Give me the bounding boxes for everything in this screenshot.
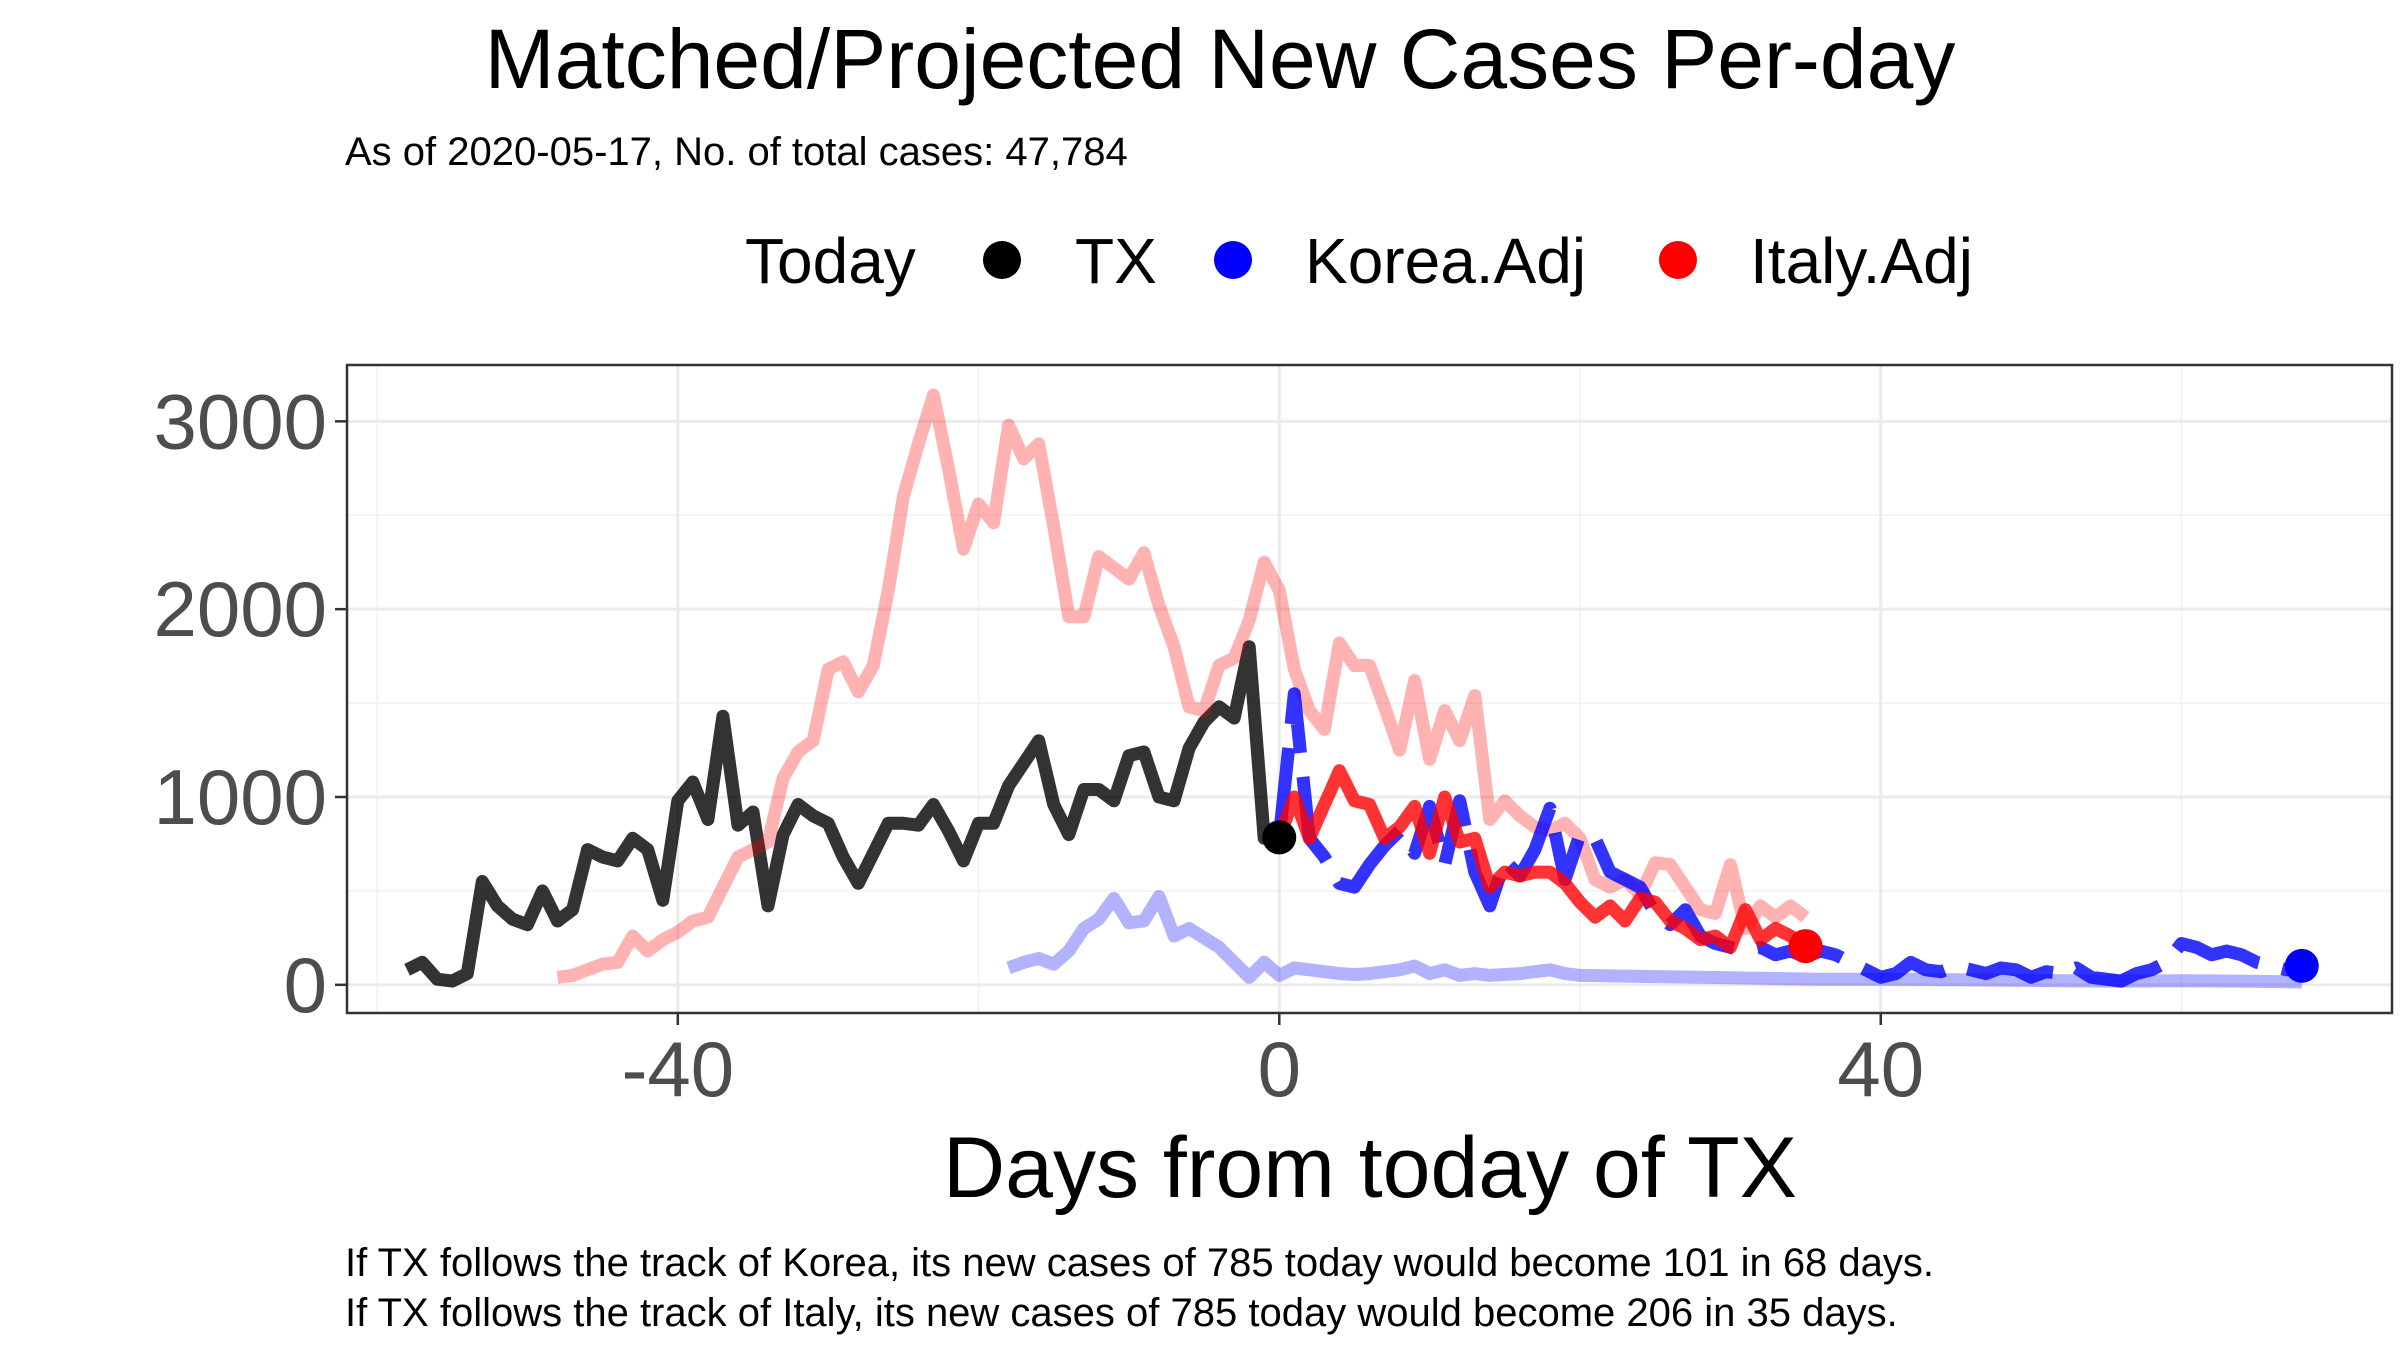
caption-korea: If TX follows the track of Korea, its ne… xyxy=(345,1241,1934,1285)
x-tick-label: -40 xyxy=(621,1025,734,1113)
x-axis-label: Days from today of TX xyxy=(943,1120,1797,1216)
legend-label-italy: Italy.Adj xyxy=(1750,225,1973,297)
chart-subtitle: As of 2020-05-17, No. of total cases: 47… xyxy=(345,130,1128,174)
legend: Today TX Korea.Adj Italy.Adj xyxy=(745,225,1973,297)
endpoint-tx xyxy=(1262,820,1297,855)
x-tick-label: 0 xyxy=(1258,1025,1301,1113)
plot-panel xyxy=(345,363,2394,1015)
plot-endpoints xyxy=(1262,820,2319,983)
legend-label-korea: Korea.Adj xyxy=(1305,225,1586,297)
endpoint-korea-adj xyxy=(2284,948,2319,983)
series-line-korea-adj-matched xyxy=(1006,890,2302,989)
y-tick-label: 2000 xyxy=(153,565,327,653)
y-tick-label: 0 xyxy=(284,941,327,1029)
legend-key-tx xyxy=(983,241,1021,279)
legend-label-tx: TX xyxy=(1075,225,1157,297)
grid xyxy=(347,365,2392,1013)
caption-italy: If TX follows the track of Italy, its ne… xyxy=(345,1291,1898,1335)
chart-title: Matched/Projected New Cases Per-day xyxy=(485,12,1956,106)
legend-key-italy xyxy=(1659,241,1697,279)
y-tick-label: 3000 xyxy=(153,377,327,465)
panel-background xyxy=(347,365,2392,1013)
legend-title: Today xyxy=(745,225,916,297)
axis-ticks: -40 0 40 0 1000 2000 3000 xyxy=(153,377,1924,1113)
series-line-italy-adj-projected xyxy=(1273,764,1810,954)
endpoint-italy-adj xyxy=(1788,929,1823,964)
y-tick-label: 1000 xyxy=(153,753,327,841)
series-line-tx-observed xyxy=(404,640,1280,988)
legend-key-korea xyxy=(1214,241,1252,279)
series-line-italy-adj-matched xyxy=(556,388,1810,984)
x-tick-label: 40 xyxy=(1837,1025,1924,1113)
